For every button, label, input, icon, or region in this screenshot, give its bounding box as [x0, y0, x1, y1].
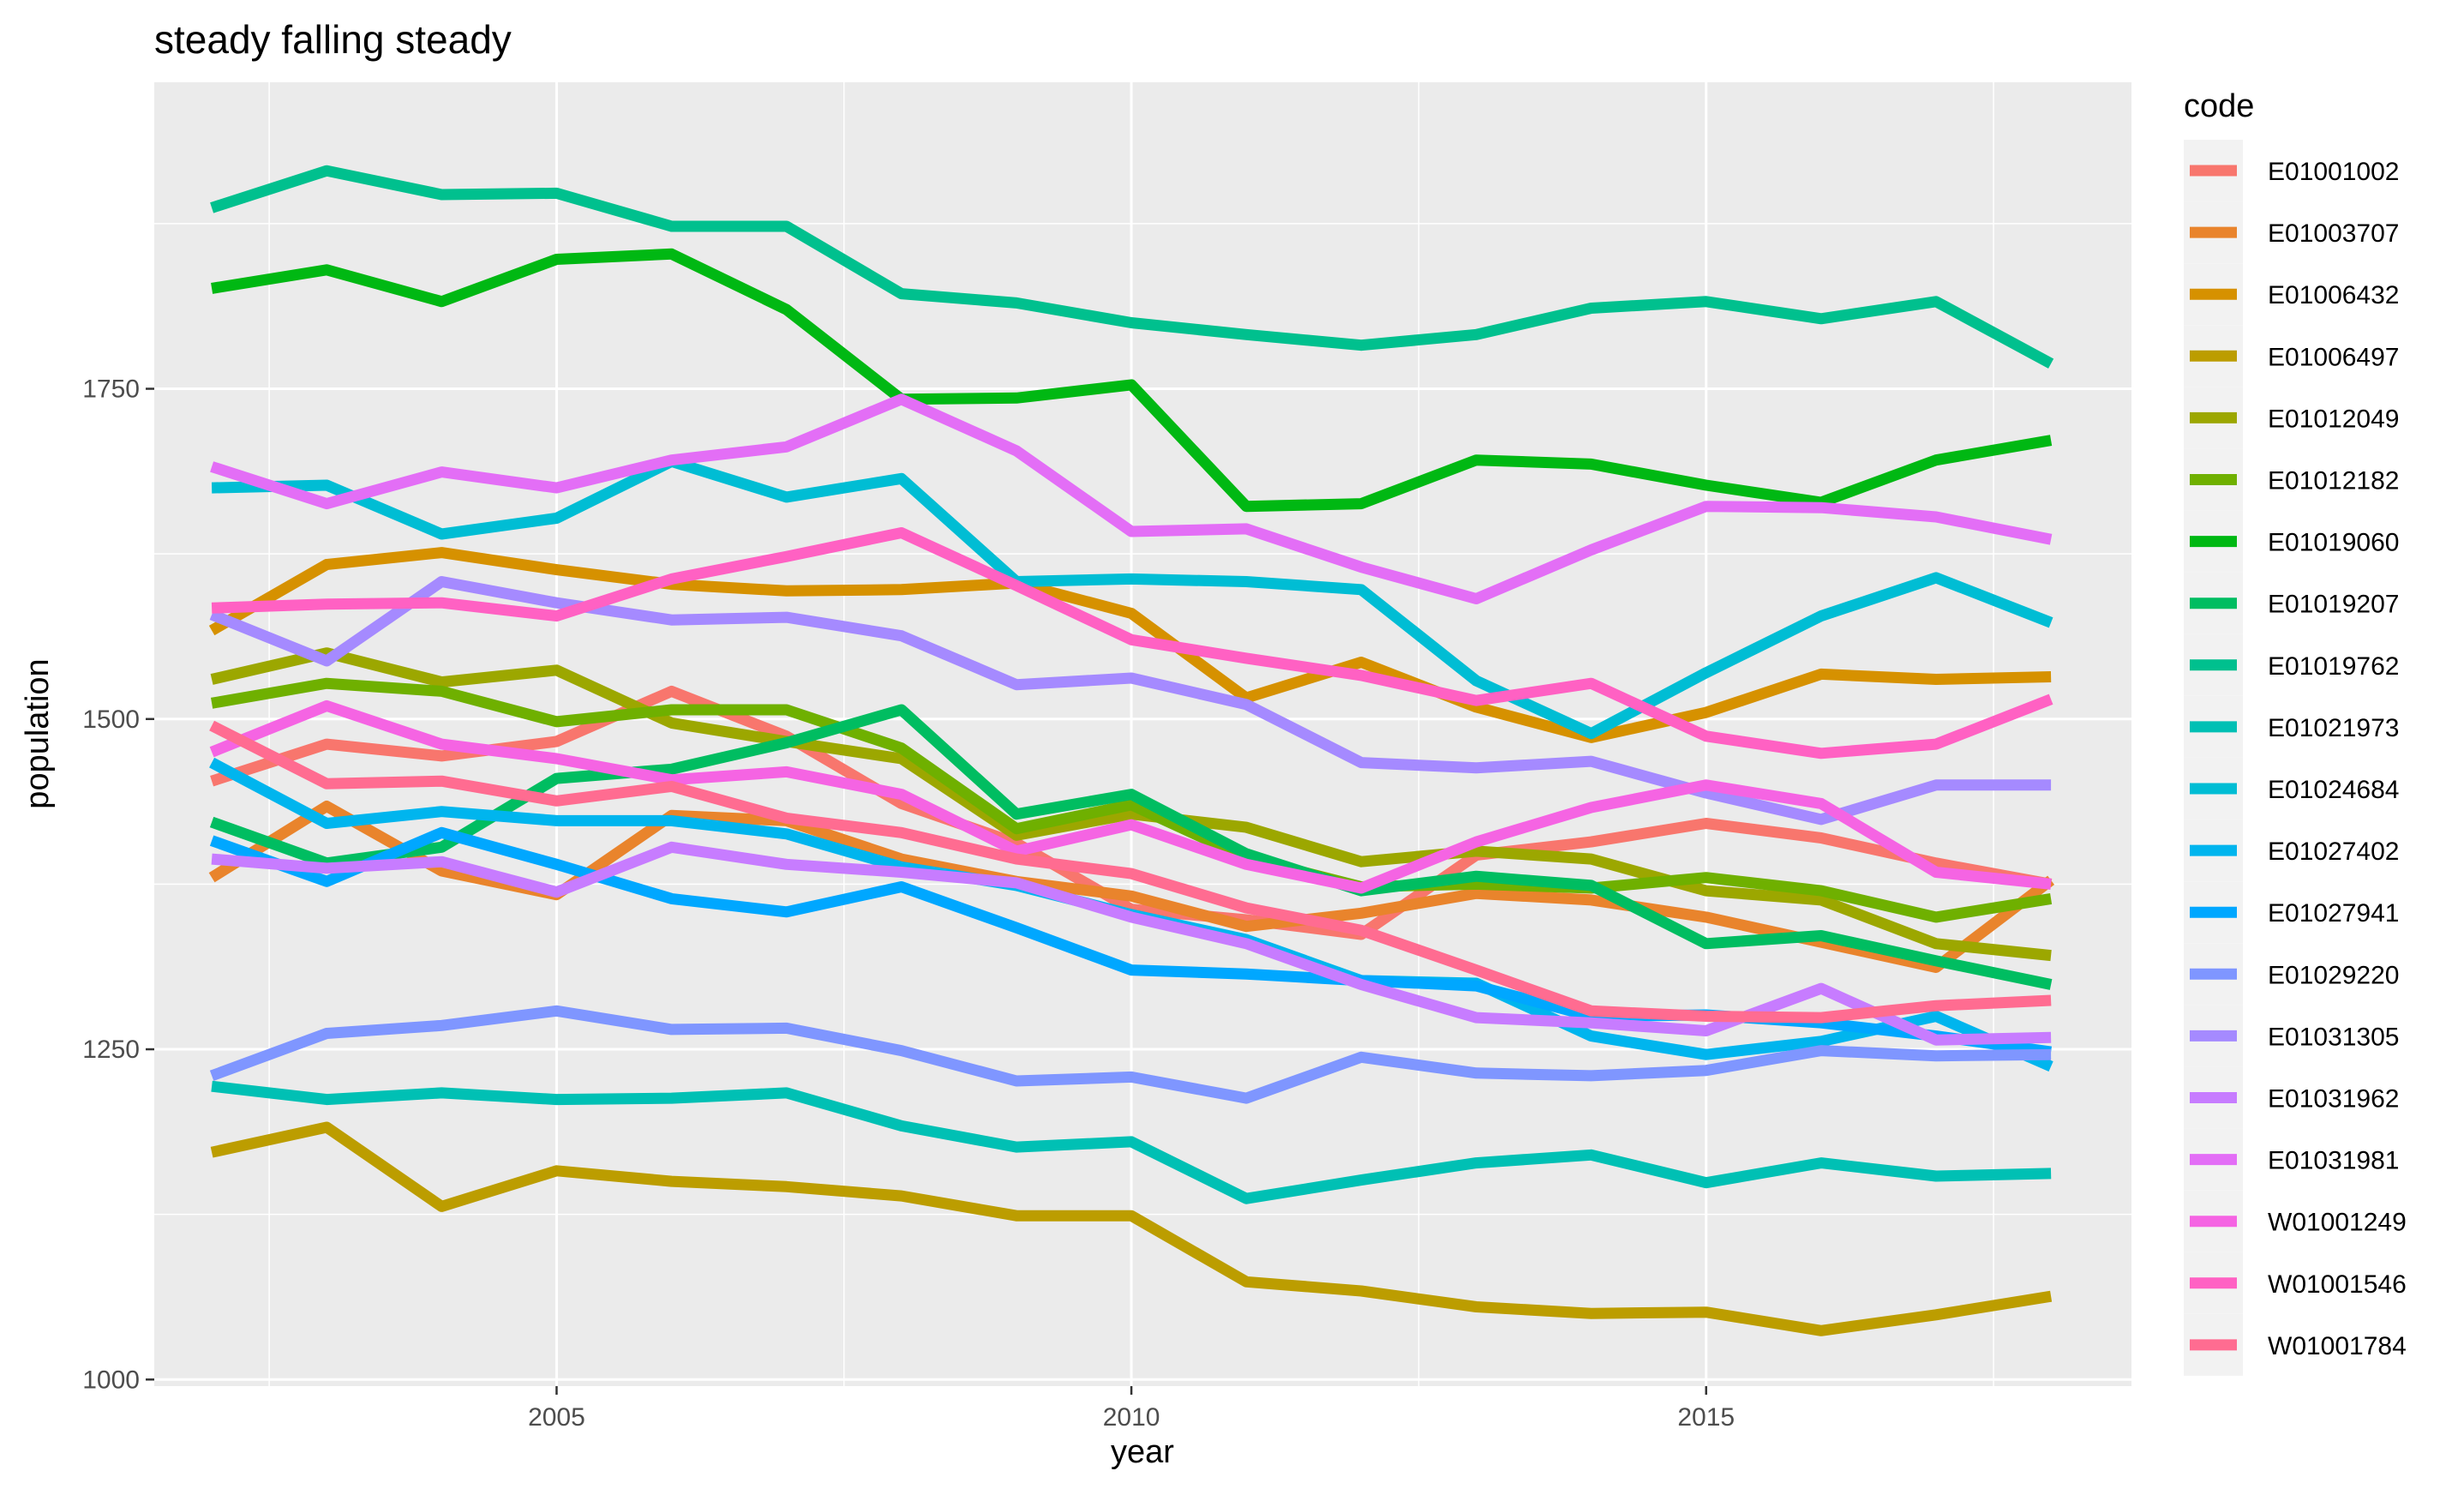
legend-label: E01031981 — [2268, 1147, 2400, 1175]
legend-label: E01006497 — [2268, 343, 2400, 371]
series-line-e01019762 — [210, 165, 2054, 369]
legend-label: W01001249 — [2268, 1209, 2407, 1237]
y-tick-label: 1000 — [82, 1366, 140, 1394]
series-line-e01012182 — [210, 677, 2053, 923]
series-line-e01006432 — [208, 547, 2052, 743]
legend-label: E01019207 — [2268, 591, 2400, 619]
legend-label: E01031962 — [2268, 1085, 2400, 1114]
series-line-e01029220 — [209, 1005, 2052, 1104]
chart-title: steady falling steady — [154, 17, 512, 62]
y-tick-label: 1250 — [82, 1036, 140, 1064]
legend-label: E01012049 — [2268, 405, 2400, 433]
series-line-w01001546 — [211, 527, 2053, 760]
y-tick-label: 1500 — [82, 705, 140, 734]
x-tick-label: 2010 — [1103, 1403, 1160, 1432]
y-tick-label: 1750 — [82, 375, 140, 404]
series-line-e01024684 — [211, 455, 2053, 740]
legend-label: E01021973 — [2268, 714, 2400, 742]
y-tick-labels: 1000 1250 1500 1750 — [82, 375, 140, 1395]
series-line-e01031981 — [210, 393, 2053, 604]
legend-label: E01019762 — [2268, 652, 2400, 681]
legend-label: E01029220 — [2268, 961, 2400, 989]
legend-label: W01001546 — [2268, 1270, 2407, 1299]
legend-items: E01001002 E01003707 E01006432 E01006497 E010… — [2184, 140, 2407, 1376]
x-axis-title: year — [1111, 1434, 1174, 1470]
legend-label: W01001784 — [2268, 1332, 2407, 1360]
legend-label: E01027402 — [2268, 838, 2400, 866]
legend-label: E01001002 — [2268, 158, 2400, 186]
x-tick-label: 2015 — [1677, 1403, 1735, 1432]
series-line-e01006497 — [210, 1121, 2053, 1336]
series-line-w01001784 — [209, 720, 2052, 1024]
series-lines — [208, 165, 2055, 1336]
x-tick-labels: 2005 2010 2015 — [528, 1403, 1735, 1432]
series-line-w01001249 — [209, 699, 2052, 894]
legend-label: E01003707 — [2268, 219, 2400, 248]
series-line-e01019060 — [211, 248, 2053, 513]
x-tick-label: 2005 — [528, 1403, 585, 1432]
legend: code E01001002 E01003707 E01006432 E0100649… — [2184, 88, 2407, 1376]
series-line-e01019207 — [209, 704, 2053, 990]
plot-panel — [154, 82, 2131, 1386]
legend-label: E01006432 — [2268, 281, 2400, 309]
series-line-e01031305 — [209, 576, 2052, 826]
legend-label: E01031305 — [2268, 1023, 2400, 1051]
series-line-e01012049 — [210, 647, 2052, 962]
legend-label: E01024684 — [2268, 776, 2400, 804]
series-line-e01021973 — [211, 1080, 2052, 1204]
legend-label: E01012182 — [2268, 467, 2400, 495]
axis-ticks — [146, 387, 1707, 1395]
legend-title: code — [2184, 88, 2254, 124]
y-axis-title: population — [20, 658, 56, 808]
legend-label: E01019060 — [2268, 529, 2400, 557]
legend-label: E01027941 — [2268, 899, 2400, 928]
